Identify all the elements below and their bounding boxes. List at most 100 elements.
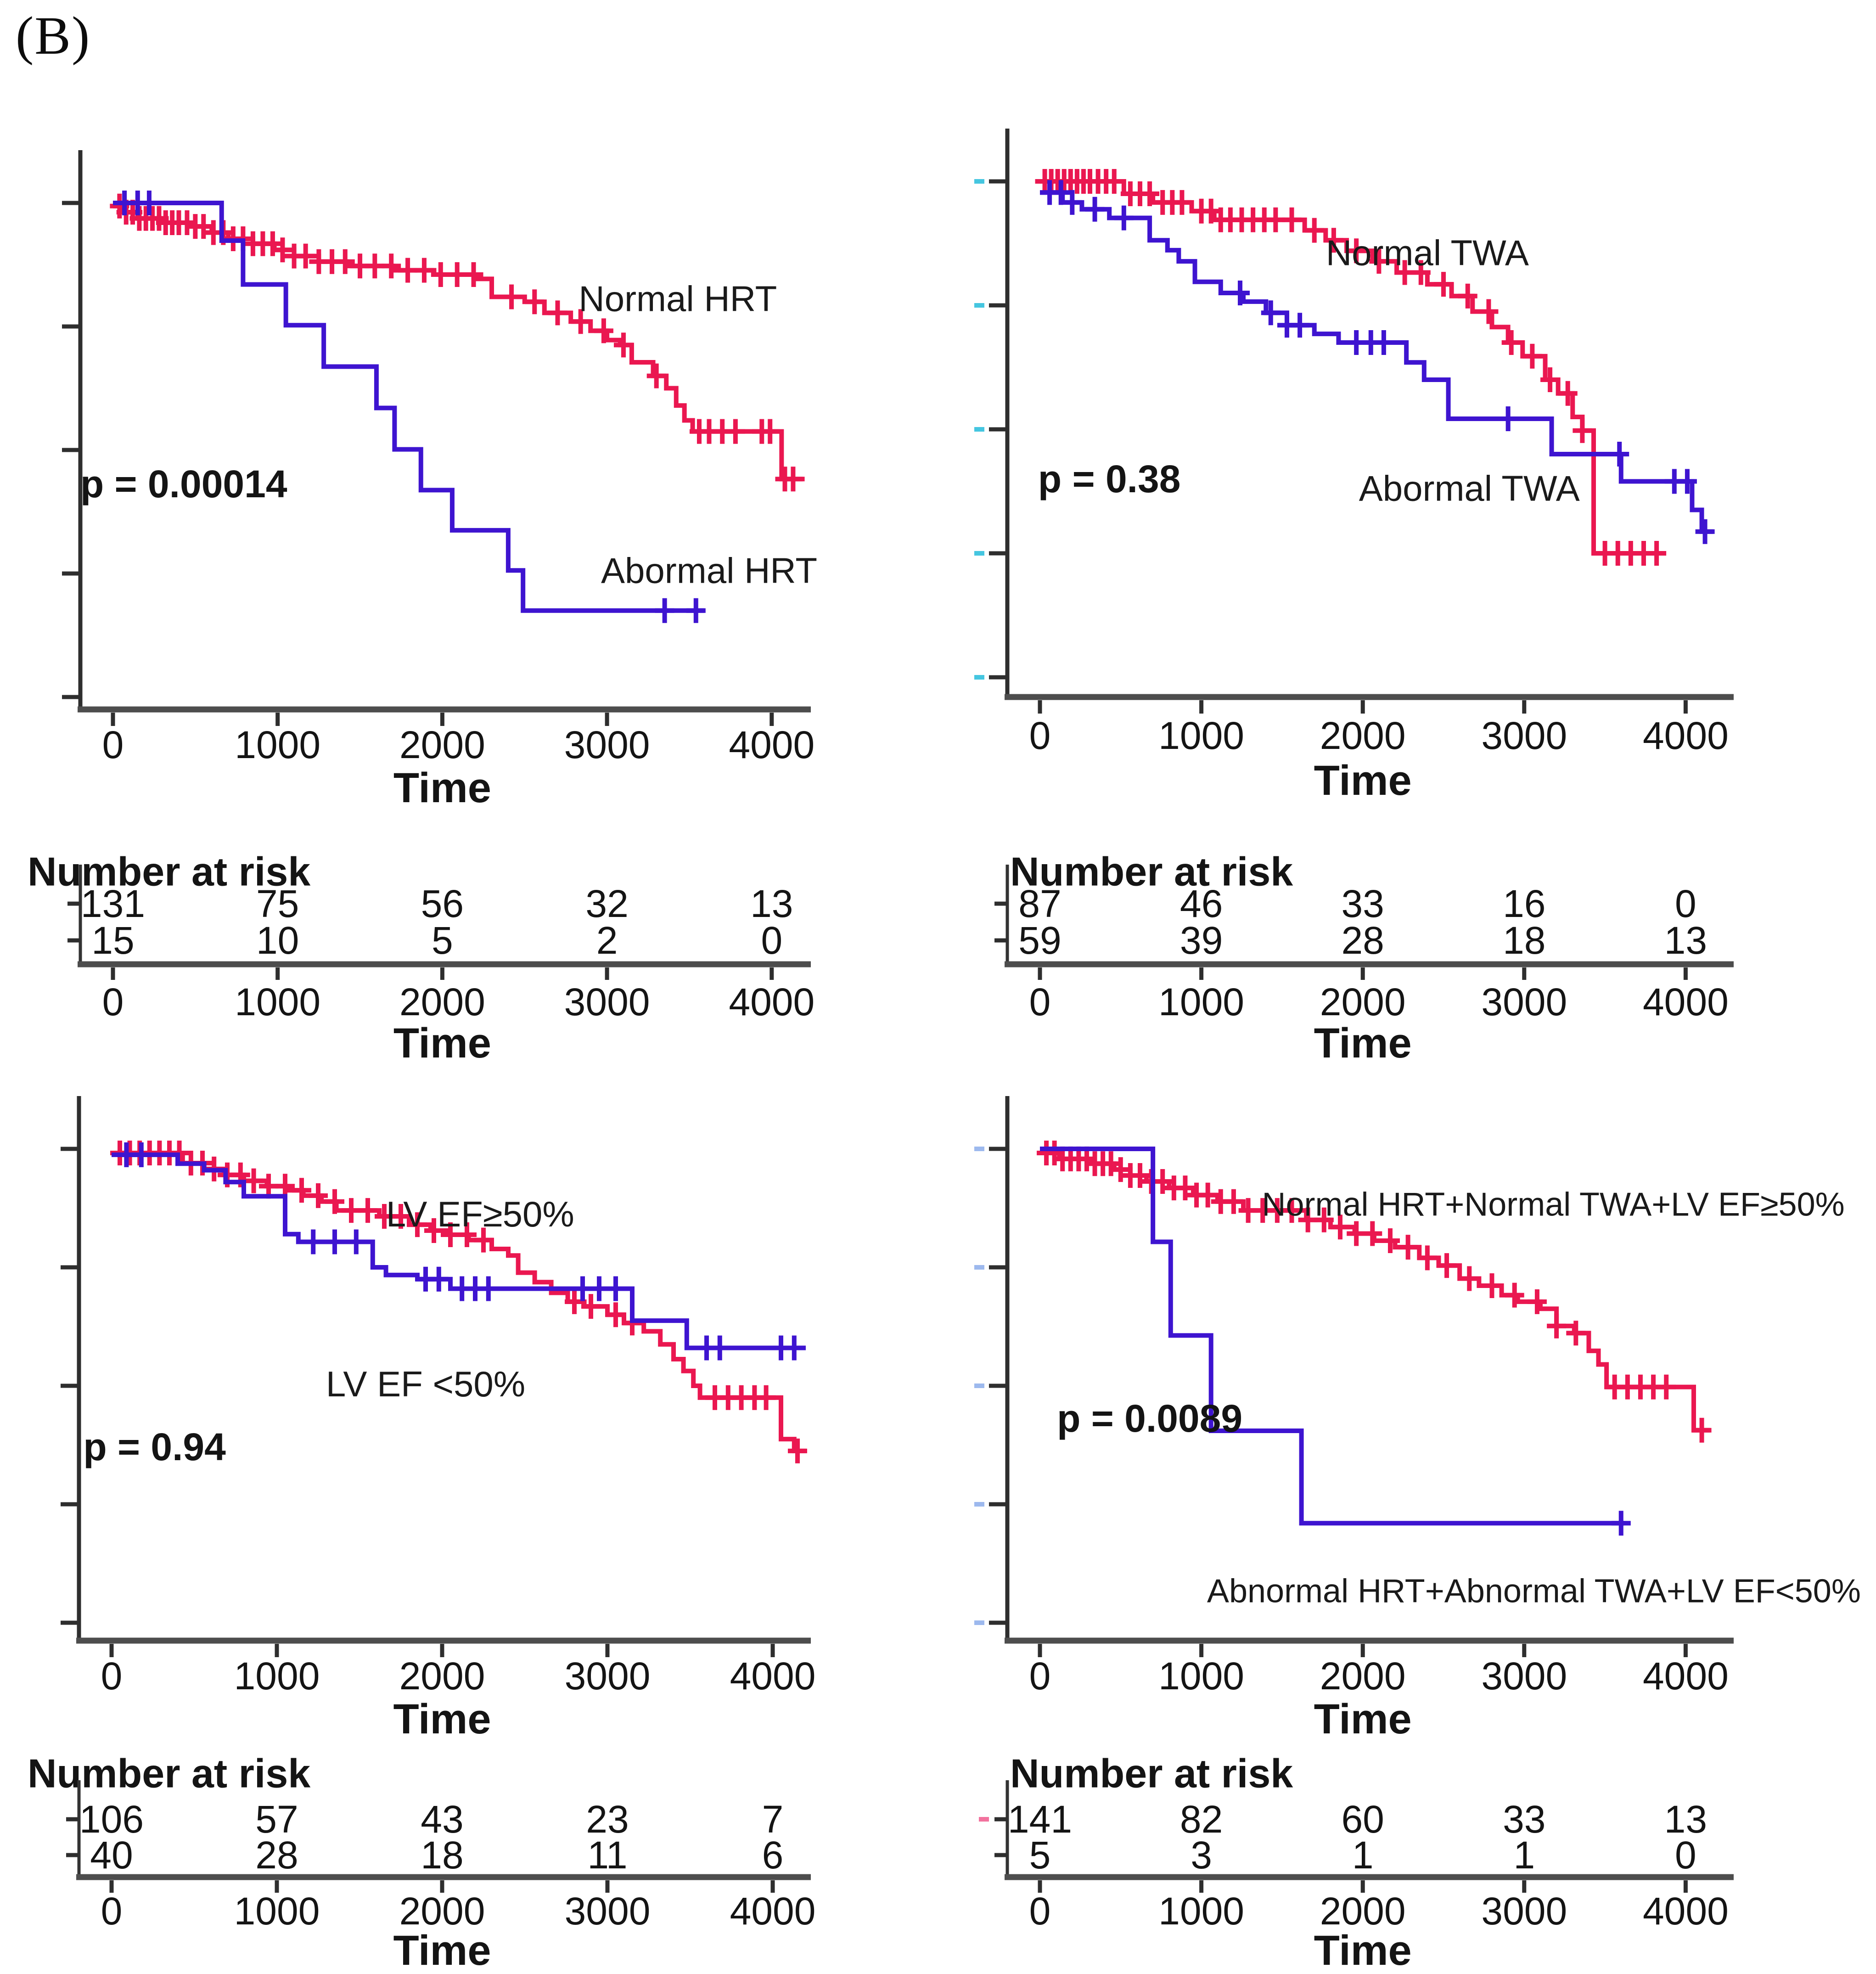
x-axis-title: Time <box>393 1696 491 1743</box>
curve-label: Normal TWA <box>1326 232 1529 273</box>
risk-x-axis-title: Time <box>1314 1927 1412 1974</box>
x-tick-label: 2000 <box>1320 714 1406 757</box>
risk-count: 0 <box>1675 1833 1696 1877</box>
risk-count: 82 <box>1180 1798 1223 1841</box>
curve-label: Normal HRT <box>579 278 777 319</box>
risk-count: 13 <box>1664 919 1707 962</box>
p-value: p = 0.0089 <box>1057 1397 1242 1440</box>
risk-x-tick-label: 0 <box>101 1890 123 1933</box>
risk-x-tick-label: 2000 <box>399 980 485 1024</box>
x-tick-label: 4000 <box>1643 1654 1729 1698</box>
curve-label: Normal HRT+Normal TWA+LV EF≥50% <box>1262 1186 1844 1223</box>
risk-count: 13 <box>750 882 793 925</box>
x-tick-label: 3000 <box>564 723 650 766</box>
risk-count: 28 <box>255 1833 298 1877</box>
risk-count: 18 <box>421 1833 463 1877</box>
risk-count: 13 <box>1664 1798 1707 1841</box>
x-tick-label: 4000 <box>1643 714 1729 757</box>
risk-count: 18 <box>1503 919 1545 962</box>
risk-count: 131 <box>81 882 145 925</box>
risk-count: 56 <box>421 882 464 925</box>
x-tick-label: 0 <box>1029 1654 1051 1698</box>
x-tick-label: 2000 <box>399 1654 485 1698</box>
risk-count: 16 <box>1503 882 1545 925</box>
km-curve-abnormal-hrt-abnormal-twa-lv-ef-50- <box>1040 1147 1624 1526</box>
x-tick-label: 3000 <box>565 1654 651 1698</box>
risk-x-tick-label: 4000 <box>730 1890 816 1933</box>
risk-count: 3 <box>1191 1833 1212 1877</box>
x-axis-title: Time <box>1314 757 1412 804</box>
risk-count: 43 <box>421 1798 463 1841</box>
risk-x-tick-label: 3000 <box>564 980 650 1024</box>
risk-table-title: Number at risk <box>28 849 311 894</box>
risk-x-axis-title: Time <box>1314 1020 1412 1067</box>
risk-x-tick-label: 2000 <box>399 1890 485 1933</box>
risk-count: 7 <box>762 1798 784 1841</box>
x-tick-label: 2000 <box>1320 1654 1406 1698</box>
risk-count: 0 <box>761 919 782 962</box>
curve-label: Abormal HRT <box>601 550 817 591</box>
x-tick-label: 3000 <box>1481 714 1567 757</box>
risk-count: 75 <box>256 882 299 925</box>
risk-count: 33 <box>1341 882 1384 925</box>
risk-count: 46 <box>1180 882 1223 925</box>
risk-count: 5 <box>1029 1833 1051 1877</box>
x-tick-label: 1000 <box>235 723 320 766</box>
x-tick-label: 0 <box>101 1654 123 1698</box>
risk-count: 28 <box>1341 919 1384 962</box>
risk-x-tick-label: 1000 <box>234 1890 320 1933</box>
risk-x-tick-label: 1000 <box>1158 1890 1244 1933</box>
p-value: p = 0.00014 <box>80 462 287 506</box>
risk-count: 10 <box>256 919 299 962</box>
x-tick-label: 2000 <box>399 723 485 766</box>
figure-label: (B) <box>16 6 91 66</box>
curve-label: LV EF <50% <box>326 1364 525 1404</box>
curve-label: Abnormal HRT+Abnormal TWA+LV EF<50% <box>1207 1573 1861 1610</box>
risk-x-tick-label: 0 <box>1029 980 1051 1024</box>
risk-x-tick-label: 4000 <box>1643 1890 1729 1933</box>
risk-count: 57 <box>255 1798 298 1841</box>
risk-x-tick-label: 2000 <box>1320 1890 1406 1933</box>
risk-count: 59 <box>1018 919 1061 962</box>
risk-count: 1 <box>1352 1833 1374 1877</box>
risk-x-tick-label: 0 <box>102 980 124 1024</box>
risk-count: 39 <box>1180 919 1223 962</box>
risk-count: 5 <box>432 919 453 962</box>
x-tick-label: 1000 <box>1158 1654 1244 1698</box>
risk-count: 40 <box>90 1833 133 1877</box>
risk-count: 141 <box>1008 1798 1072 1841</box>
p-value: p = 0.94 <box>83 1425 226 1468</box>
km-curve-abormal-hrt <box>113 201 704 613</box>
risk-count: 2 <box>596 919 618 962</box>
km-curve-lv-ef-50- <box>112 1152 806 1350</box>
risk-table-title: Number at risk <box>1010 1751 1293 1796</box>
risk-x-tick-label: 4000 <box>1643 980 1729 1024</box>
x-tick-label: 4000 <box>730 1654 816 1698</box>
p-value: p = 0.38 <box>1038 457 1181 501</box>
risk-count: 106 <box>79 1798 144 1841</box>
x-tick-label: 4000 <box>729 723 814 766</box>
risk-count: 11 <box>587 1833 627 1877</box>
risk-count: 32 <box>585 882 628 925</box>
risk-count: 60 <box>1341 1798 1384 1841</box>
risk-x-tick-label: 1000 <box>1158 980 1244 1024</box>
risk-x-tick-label: 3000 <box>1481 1890 1567 1933</box>
risk-x-tick-label: 3000 <box>565 1890 651 1933</box>
x-tick-label: 0 <box>102 723 124 766</box>
curve-label: Abormal TWA <box>1359 468 1580 508</box>
risk-x-tick-label: 3000 <box>1481 980 1567 1024</box>
risk-count: 6 <box>762 1833 784 1877</box>
risk-x-tick-label: 2000 <box>1320 980 1406 1024</box>
x-axis-title: Time <box>393 765 491 811</box>
risk-x-axis-title: Time <box>393 1927 491 1974</box>
risk-x-tick-label: 1000 <box>235 980 320 1024</box>
x-tick-label: 1000 <box>234 1654 320 1698</box>
x-axis-title: Time <box>1314 1696 1412 1743</box>
x-tick-label: 0 <box>1029 714 1051 757</box>
risk-x-tick-label: 0 <box>1029 1890 1051 1933</box>
risk-count: 33 <box>1503 1798 1545 1841</box>
risk-x-tick-label: 4000 <box>729 980 814 1024</box>
risk-count: 15 <box>91 919 134 962</box>
